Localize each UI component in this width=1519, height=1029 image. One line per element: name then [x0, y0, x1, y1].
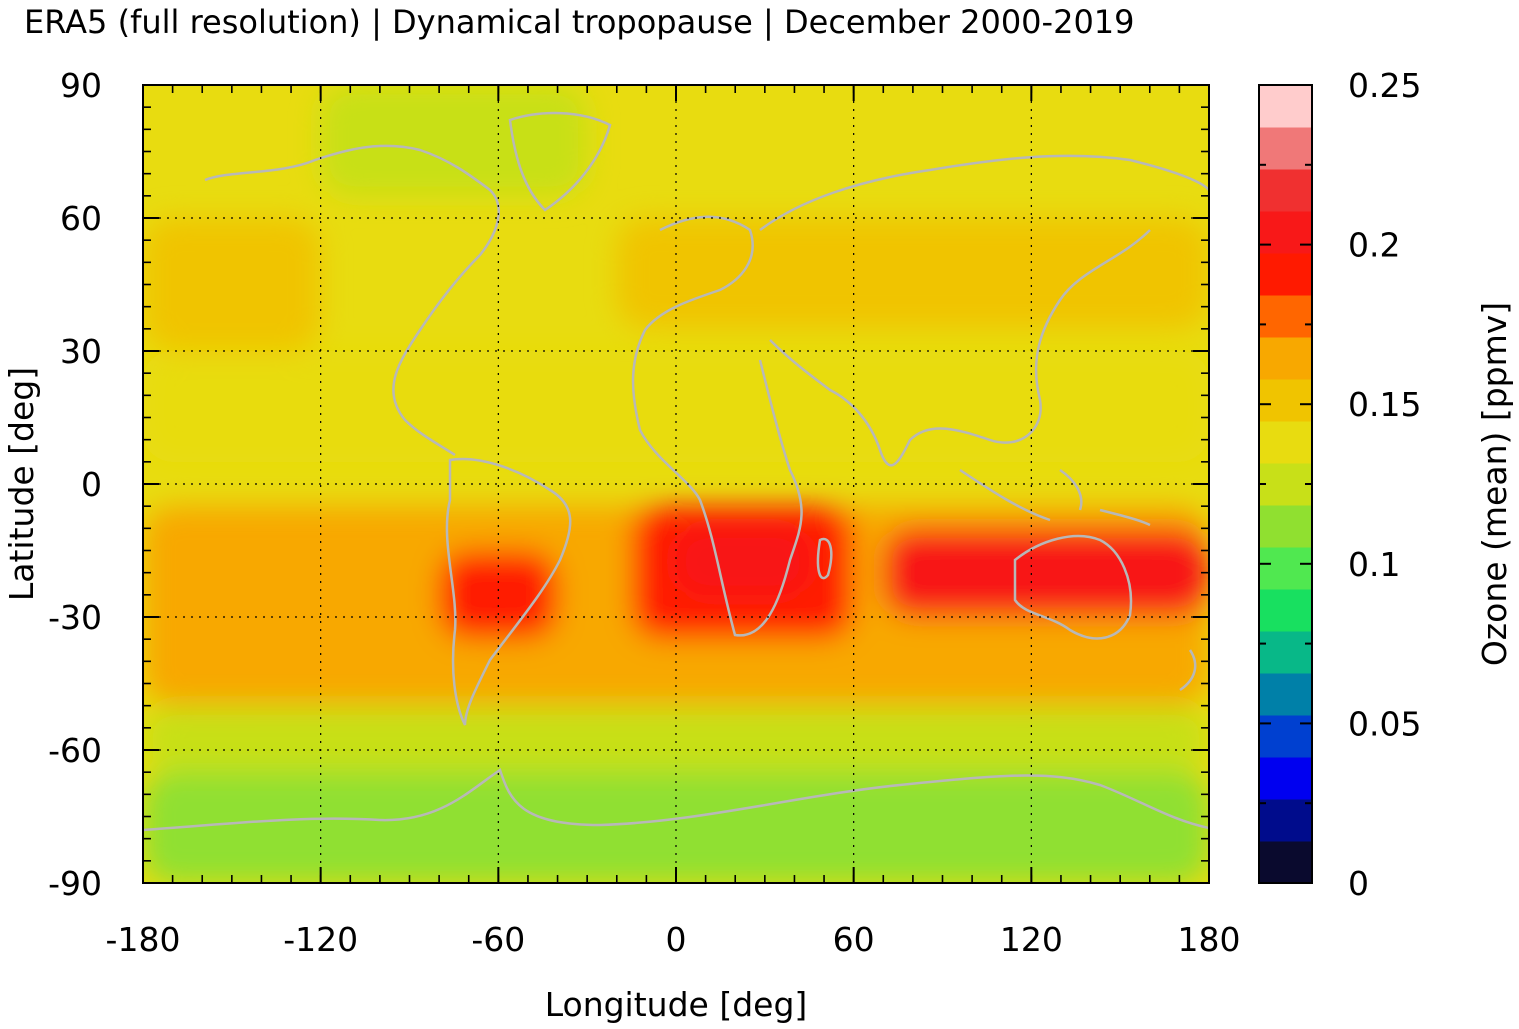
y-tick-label: 60: [60, 199, 102, 238]
chart-title: ERA5 (full resolution) | Dynamical tropo…: [24, 3, 1135, 41]
heatmap-region: [143, 218, 321, 351]
colorbar-segment: [1259, 169, 1312, 212]
colorbar-tick-label: 0: [1348, 864, 1369, 903]
heatmap-region: [616, 218, 1209, 329]
y-tick-label: 90: [60, 66, 102, 105]
colorbar-segment: [1259, 505, 1312, 548]
y-tick-label: -30: [48, 598, 102, 637]
colorbar-segment: [1259, 253, 1312, 296]
plot-area: [143, 85, 1209, 883]
heatmap-region: [143, 705, 1209, 773]
heatmap-region: [883, 528, 1209, 617]
x-tick-label: -180: [106, 920, 181, 959]
colorbar-segment: [1259, 673, 1312, 716]
colorbar-segment: [1259, 463, 1312, 506]
colorbar-tick-label: 0.2: [1348, 226, 1400, 265]
minor-ticks: [143, 85, 1209, 883]
y-tick-label: 30: [60, 332, 102, 371]
y-axis-title: Latitude [deg]: [2, 367, 41, 601]
colorbar-segment: [1259, 127, 1312, 170]
colorbar-segment: [1259, 589, 1312, 632]
heatmap-region: [320, 85, 588, 196]
colorbar-segment: [1259, 547, 1312, 590]
colorbar-segment: [1259, 799, 1312, 842]
colorbar-segment: [1259, 379, 1312, 422]
colorbar-segment: [1259, 295, 1312, 338]
colorbar-tick-labels: 0 0.05 0.1 0.15 0.2 0.25: [1348, 66, 1421, 903]
heatmap-region: [676, 528, 810, 595]
colorbar-title: Ozone (mean) [ppmv]: [1475, 302, 1514, 666]
colorbar-segment: [1259, 211, 1312, 254]
x-tick-label: 0: [666, 920, 687, 959]
y-tick-label: 0: [81, 465, 102, 504]
colorbar: [1259, 85, 1312, 884]
colorbar-tick-label: 0.15: [1348, 385, 1421, 424]
x-tick-label: 60: [833, 920, 875, 959]
x-tick-label: -120: [283, 920, 358, 959]
x-tick-label: -60: [471, 920, 525, 959]
coastlines: [143, 111, 1209, 832]
x-tick-label: 180: [1178, 920, 1241, 959]
y-tick-label: -60: [48, 731, 102, 770]
colorbar-tick-label: 0.05: [1348, 704, 1421, 743]
major-ticks: [142, 84, 1210, 884]
y-tick-label: -90: [48, 864, 102, 903]
y-tick-labels: -90 -60 -30 0 30 60 90: [48, 66, 102, 903]
colorbar-segment: [1259, 757, 1312, 800]
colorbar-segment: [1259, 841, 1312, 884]
x-tick-label: 120: [1000, 920, 1063, 959]
x-tick-labels: -180 -120 -60 0 60 120 180: [106, 920, 1241, 959]
colorbar-segment: [1259, 631, 1312, 674]
colorbar-tick-label: 0.25: [1348, 66, 1421, 105]
heatmap-region: [143, 772, 1209, 883]
x-axis-title: Longitude [deg]: [545, 985, 808, 1024]
colorbar-tick-label: 0.1: [1348, 545, 1400, 584]
colorbar-segment: [1259, 715, 1312, 758]
colorbar-segment: [1259, 337, 1312, 380]
grid-lines: [143, 85, 1209, 883]
colorbar-segment: [1259, 85, 1312, 128]
colorbar-segment: [1259, 421, 1312, 464]
colorbar-ticks: [1259, 84, 1312, 884]
